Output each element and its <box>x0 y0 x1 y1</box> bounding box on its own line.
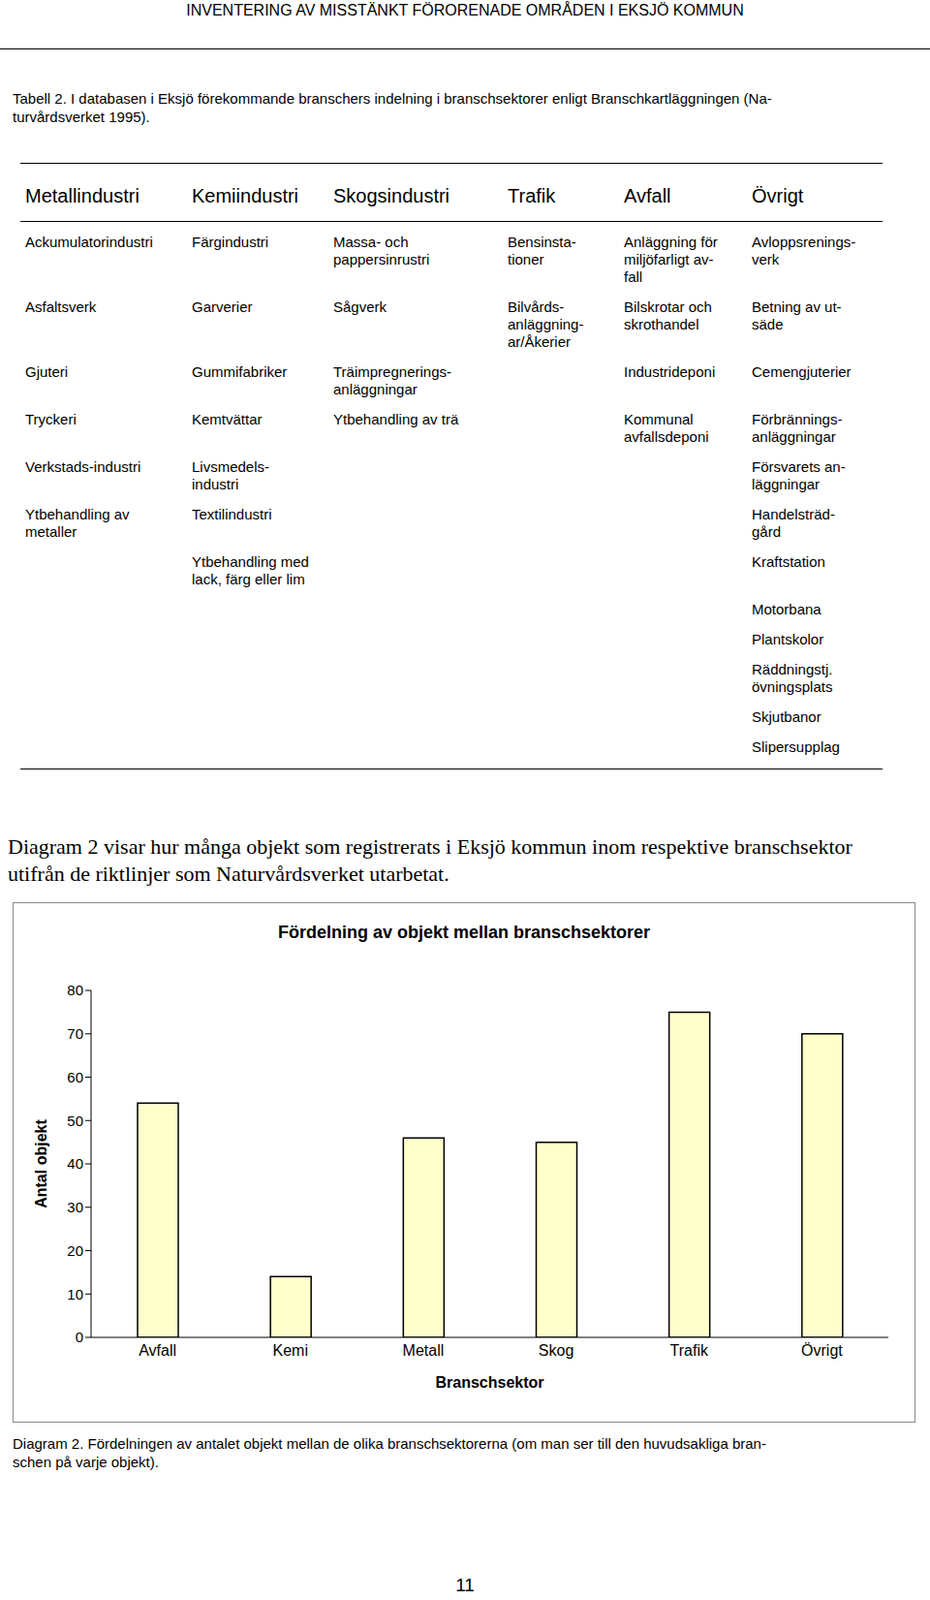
html-text:Tabell 2. I databasen i Eksjö: Tabell 2. I databasen i Eksjö förekomman… <box>12 90 772 125</box>
html-text:Gjuteri: Gjuteri <box>25 363 69 380</box>
html-text:Cemengjuterier: Cemengjuterier <box>751 363 852 380</box>
html-text:Livsmedels- industri: Livsmedels- industri <box>191 458 270 493</box>
svg-text:Branschsektor: Branschsektor <box>434 1373 544 1391</box>
svg-text:Kemi: Kemi <box>273 1341 309 1359</box>
html-text:Bensinsta- tioner: Bensinsta- tioner <box>507 233 577 268</box>
html-text:Trafik: Trafik <box>507 185 556 207</box>
svg-text:50: 50 <box>66 1112 84 1129</box>
html-text:Räddningstj. övningsplats: Räddningstj. övningsplats <box>751 660 833 695</box>
html-text:Färgindustri: Färgindustri <box>191 233 269 250</box>
html-text:Förbrännings- anläggningar: Förbrännings- anläggningar <box>751 410 843 445</box>
svg-text:Antal objekt: Antal objekt <box>32 1118 50 1209</box>
html-text:Ackumulatorindustri: Ackumulatorindustri <box>25 233 153 250</box>
svg-text:40: 40 <box>66 1154 84 1172</box>
html-text:Övrigt: Övrigt <box>751 185 804 207</box>
html-text:Avfall: Avfall <box>623 185 671 207</box>
html-text:Motorbana: Motorbana <box>751 600 822 618</box>
svg-text:30: 30 <box>66 1198 84 1215</box>
html-text:Metallindustri: Metallindustri <box>25 185 140 207</box>
html-text:Tryckeri: Tryckeri <box>25 410 77 428</box>
svg-text:Avfall: Avfall <box>138 1341 177 1359</box>
html-text:Kemiindustri: Kemiindustri <box>191 185 299 207</box>
html-text:Bilskrotar och skrothandel: Bilskrotar och skrothandel <box>623 298 712 333</box>
html-text:Diagram 2 visar hur många obje: Diagram 2 visar hur många objekt som reg… <box>7 834 853 886</box>
svg-text:20: 20 <box>66 1241 84 1259</box>
html-text:Skogsindustri: Skogsindustri <box>333 185 450 207</box>
html-text:Handelsträd- gård: Handelsträd- gård <box>751 505 835 540</box>
html-text:Sågverk: Sågverk <box>333 298 387 315</box>
html-text:Kemtvättar: Kemtvättar <box>191 410 263 428</box>
html-text:11: 11 <box>455 1574 475 1595</box>
svg-text:0: 0 <box>75 1328 84 1345</box>
html-text:Bilvårds- anläggning- ar/Åkeri: Bilvårds- anläggning- ar/Åkerier <box>507 298 584 350</box>
html-text:Plantskolor: Plantskolor <box>751 630 824 648</box>
svg-text:Trafik: Trafik <box>670 1341 710 1359</box>
svg-text:60: 60 <box>66 1068 84 1085</box>
html-text:Asfaltsverk: Asfaltsverk <box>25 298 97 315</box>
html-text:Gummifabriker: Gummifabriker <box>191 363 288 380</box>
svg-text:70: 70 <box>66 1024 84 1042</box>
html-text:Betning av ut- säde: Betning av ut- säde <box>751 298 842 333</box>
html-text:Försvarets an- läggningar: Försvarets an- läggningar <box>751 458 846 493</box>
html-text:Skjutbanor: Skjutbanor <box>751 708 822 725</box>
svg-text:80: 80 <box>66 981 84 998</box>
html-text:Slipersupplag: Slipersupplag <box>751 738 840 755</box>
html-text:Verkstads-industri: Verkstads-industri <box>25 458 141 475</box>
html-text:Ytbehandling med lack, färg el: Ytbehandling med lack, färg eller lim <box>191 553 309 588</box>
svg-text:Övrigt: Övrigt <box>801 1341 843 1359</box>
html-text:Anläggning för miljöfarligt av: Anläggning för miljöfarligt av- fall <box>623 233 718 285</box>
html-text:Avloppsrenings- verk: Avloppsrenings- verk <box>751 233 856 268</box>
html-text:Kraftstation: Kraftstation <box>751 553 826 570</box>
svg-text:Skog: Skog <box>538 1341 574 1359</box>
html-text:INVENTERING AV MISSTÄNKT FÖROR: INVENTERING AV MISSTÄNKT FÖRORENADE OMRÅ… <box>186 1 744 19</box>
html-text:Träimpregnerings- anläggningar: Träimpregnerings- anläggningar <box>333 363 452 398</box>
html-text:Massa- och pappersinrustri: Massa- och pappersinrustri <box>333 233 430 268</box>
html-text:Garverier: Garverier <box>191 298 253 315</box>
html-text:Industrideponi: Industrideponi <box>623 363 716 380</box>
html-text:Kommunal avfallsdeponi: Kommunal avfallsdeponi <box>623 410 709 445</box>
html-text:Fördelning av objekt mellan br: Fördelning av objekt mellan branschsekto… <box>277 922 651 942</box>
html-text:Diagram 2. Fördelningen av ant: Diagram 2. Fördelningen av antalet objek… <box>12 1434 767 1470</box>
svg-text:Metall: Metall <box>403 1341 445 1359</box>
html-text:Textilindustri: Textilindustri <box>191 505 272 523</box>
html-text:Ytbehandling av trä: Ytbehandling av trä <box>333 410 459 428</box>
svg-text:10: 10 <box>66 1285 84 1302</box>
html-text:Ytbehandling av metaller: Ytbehandling av metaller <box>25 505 130 540</box>
